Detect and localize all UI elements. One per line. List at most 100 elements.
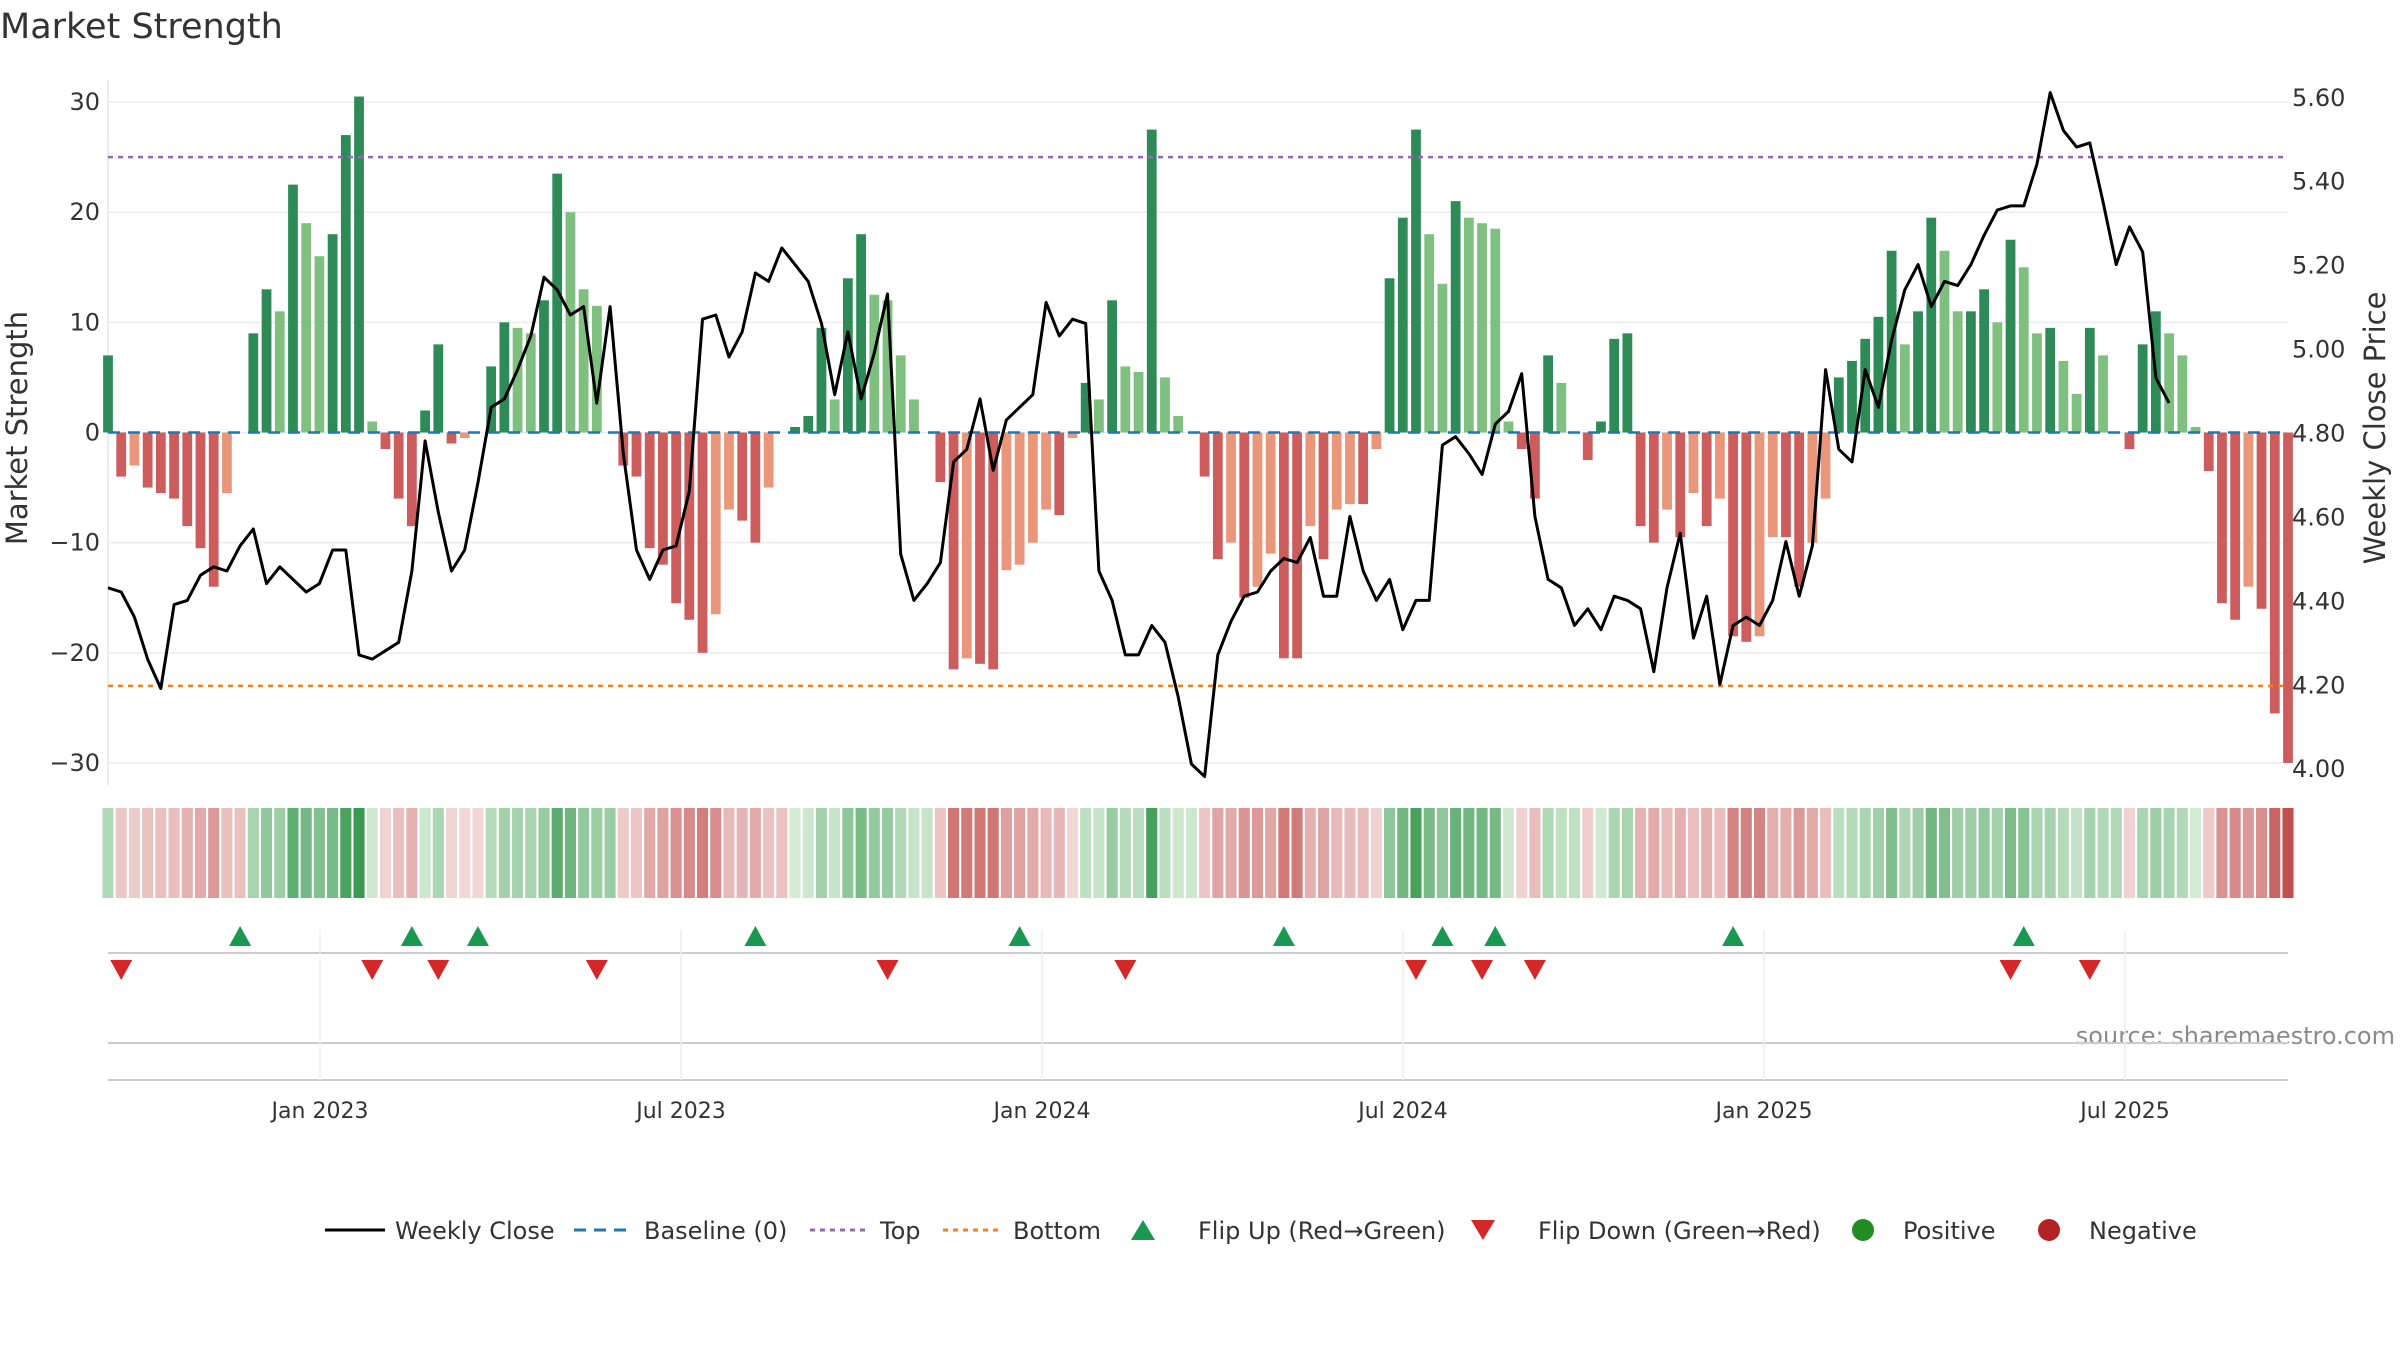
heat-cell [1833, 808, 1845, 898]
heat-cell [2084, 808, 2096, 898]
heat-cell [564, 808, 576, 898]
heat-cell [961, 808, 973, 898]
heat-cell [1687, 808, 1700, 898]
right-tick-label: 5.60 [2292, 84, 2345, 112]
strength-bar [1331, 432, 1342, 510]
heat-cell [776, 808, 788, 898]
strength-bar [1411, 129, 1421, 433]
strength-bar [2137, 344, 2148, 433]
source-credit: source: sharemaestro.com [2076, 1022, 2395, 1050]
heat-cell [763, 808, 775, 898]
right-tick-label: 5.40 [2292, 168, 2345, 196]
strength-bar [552, 173, 563, 433]
strength-bar [1939, 250, 1950, 433]
heat-cell [1159, 808, 1171, 898]
strength-bar [1054, 432, 1065, 516]
strength-bar [1807, 432, 1818, 543]
heat-cell [260, 808, 273, 898]
strength-bar [340, 135, 351, 433]
strength-bar [1120, 366, 1131, 433]
strength-bar [1556, 382, 1567, 433]
heat-cell [1185, 808, 1197, 898]
heat-cell [2242, 808, 2254, 898]
heat-cell [1066, 808, 1079, 898]
heat-cell [2189, 808, 2202, 898]
legend-flip-up: Flip Up (Red→Green) [1131, 1217, 1446, 1245]
strength-bar [816, 327, 827, 433]
strength-bar [1477, 223, 1487, 433]
heat-cell [815, 808, 828, 898]
flip-down-marker [1523, 960, 1546, 980]
strength-bar [2032, 333, 2042, 433]
heat-cell [2163, 808, 2175, 898]
heat-cell [1014, 808, 1026, 898]
strength-bar [803, 415, 814, 433]
heat-cell [300, 808, 312, 898]
heat-cell [829, 808, 841, 898]
strength-bar [433, 344, 444, 433]
legend-positive: Positive [1852, 1217, 1996, 1245]
left-tick-label: 30 [69, 88, 100, 116]
strength-bar [2005, 239, 2016, 433]
strength-bar [988, 432, 999, 670]
strength-bar [446, 432, 457, 444]
legend-label: Baseline (0) [644, 1217, 787, 1245]
heat-cell [155, 808, 167, 898]
strength-bar [2190, 426, 2201, 433]
strength-bar [499, 322, 510, 433]
heat-cell [459, 808, 471, 898]
strength-bar [1371, 432, 1382, 450]
strength-bar [1899, 344, 1910, 433]
heat-cell [393, 808, 405, 898]
strength-bar [1833, 377, 1844, 433]
strength-bar [869, 294, 880, 433]
strength-bar [829, 399, 840, 433]
strength-bar [763, 432, 774, 488]
x-tick-label: Jan 2025 [1714, 1099, 1813, 1124]
strength-bar [1160, 377, 1170, 433]
strength-bar [631, 432, 642, 477]
heat-cell [353, 808, 365, 898]
heat-cell [1172, 808, 1184, 898]
strength-bar [169, 432, 179, 499]
strength-bar [1516, 432, 1527, 450]
strength-bar [367, 421, 378, 433]
heat-cell [1753, 808, 1766, 898]
right-tick-label: 5.20 [2292, 252, 2345, 280]
strength-bar [1424, 234, 1435, 433]
strength-bar [327, 234, 338, 433]
heat-cell [327, 808, 339, 898]
heat-cell [1489, 808, 1501, 898]
strength-bar [1067, 432, 1078, 439]
heat-cell [1780, 808, 1792, 898]
strength-bar [2230, 432, 2241, 620]
weekly-close-line [107, 91, 2171, 779]
strength-bar [380, 432, 391, 450]
strength-bar [1397, 217, 1408, 433]
strength-bar [301, 223, 312, 433]
heat-cell [194, 808, 207, 898]
strength-bar [1767, 432, 1778, 538]
legend-label: Flip Down (Green→Red) [1538, 1217, 1821, 1245]
strength-bar [208, 432, 219, 587]
flip-down-marker [1405, 960, 1427, 980]
x-tick-label: Jan 2024 [992, 1099, 1091, 1124]
flip-up-marker [744, 926, 767, 946]
heat-cell [2137, 808, 2149, 898]
heat-cell [895, 808, 907, 898]
grid-lines [108, 101, 2288, 764]
flip-down-marker [876, 960, 899, 980]
heat-cell [472, 808, 484, 898]
strength-bar [1662, 432, 1672, 510]
heat-cell [2229, 808, 2241, 898]
heat-cell [1635, 808, 1647, 898]
heat-cell [1423, 808, 1435, 898]
heat-cell [208, 808, 220, 898]
strength-bar [1318, 432, 1329, 560]
right-tick-label: 4.80 [2292, 420, 2345, 448]
strength-bar [671, 432, 682, 604]
x-tick-label: Jul 2024 [1356, 1099, 1448, 1124]
flip-down-marker [2078, 960, 2101, 980]
strength-bar [710, 432, 721, 615]
